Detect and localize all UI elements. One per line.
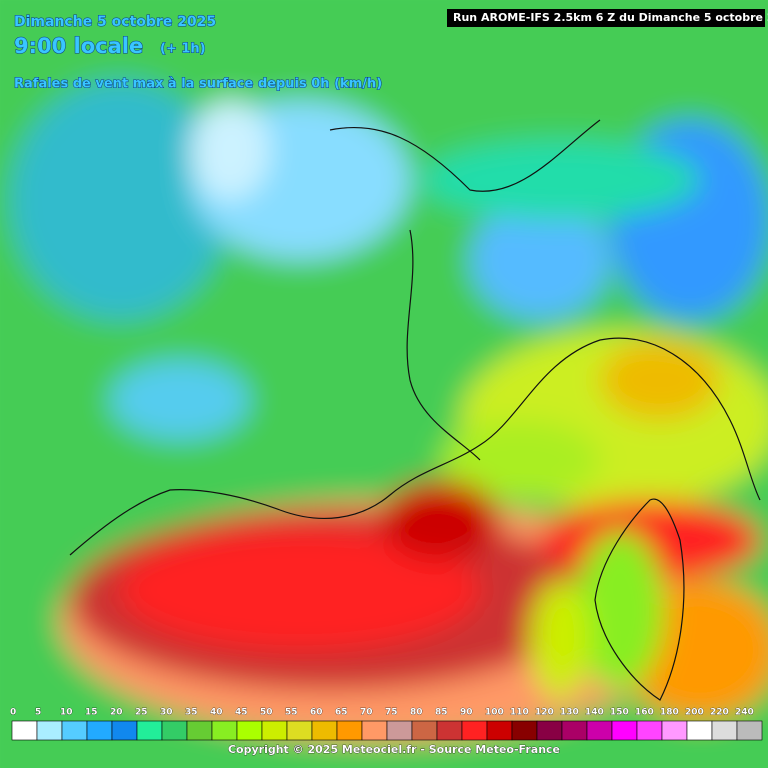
legend-label: 150: [610, 708, 629, 718]
legend-label: 35: [185, 708, 198, 718]
legend-swatch: [686, 720, 713, 741]
run-label-bg: [447, 9, 765, 27]
legend-label: 80: [410, 708, 423, 718]
legend-swatch: [611, 720, 638, 741]
legend-label: 50: [260, 708, 273, 718]
legend-label: 130: [560, 708, 579, 718]
legend-swatch: [311, 720, 338, 741]
legend-label: 0: [10, 708, 16, 718]
legend-swatch: [336, 720, 363, 741]
legend-label: 70: [360, 708, 373, 718]
legend-swatch: [736, 720, 763, 741]
coastline: [69, 119, 761, 701]
legend-swatch: [286, 720, 313, 741]
legend-label: 20: [110, 708, 123, 718]
map-date: Dimanche 5 octobre 2025: [14, 14, 216, 30]
map-time: 9:00 locale: [14, 34, 143, 58]
legend-swatch: [236, 720, 263, 741]
legend-swatch: [661, 720, 688, 741]
legend-label: 40: [210, 708, 223, 718]
legend-label: 240: [735, 708, 754, 718]
legend-label: 180: [660, 708, 679, 718]
legend-label: 5: [35, 708, 41, 718]
legend-swatch: [61, 720, 88, 741]
legend-label: 60: [310, 708, 323, 718]
legend-label: 140: [585, 708, 604, 718]
legend-label: 200: [685, 708, 704, 718]
legend-swatch: [386, 720, 413, 741]
legend-label: 15: [85, 708, 98, 718]
legend-swatch: [536, 720, 563, 741]
legend-swatch: [561, 720, 588, 741]
legend-label: 65: [335, 708, 348, 718]
run-label: Run AROME-IFS 2.5km 6 Z du Dimanche 5 oc…: [453, 11, 768, 24]
legend-label: 110: [510, 708, 529, 718]
legend-label: 120: [535, 708, 554, 718]
map-subtitle: Rafales de vent max à la surface depuis …: [14, 77, 382, 92]
legend-label: 220: [710, 708, 729, 718]
legend-label: 90: [460, 708, 473, 718]
legend-label: 160: [635, 708, 654, 718]
legend-swatch: [136, 720, 163, 741]
legend-swatch: [461, 720, 488, 741]
legend-swatch: [11, 720, 38, 741]
legend-label: 100: [485, 708, 504, 718]
legend-swatch: [711, 720, 738, 741]
legend-swatch: [186, 720, 213, 741]
legend-label: 30: [160, 708, 173, 718]
legend-swatch: [586, 720, 613, 741]
legend-swatch: [486, 720, 513, 741]
legend-label: 55: [285, 708, 298, 718]
legend-label: 25: [135, 708, 148, 718]
legend-swatch: [511, 720, 538, 741]
legend-swatch: [161, 720, 188, 741]
legend-label: 45: [235, 708, 248, 718]
legend-swatch: [361, 720, 388, 741]
copyright: Copyright © 2025 Meteociel.fr - Source M…: [228, 743, 560, 756]
legend-swatch: [411, 720, 438, 741]
legend-label: 10: [60, 708, 73, 718]
legend-swatch: [211, 720, 238, 741]
legend-label: 85: [435, 708, 448, 718]
legend-label: 75: [385, 708, 398, 718]
legend-swatch: [436, 720, 463, 741]
legend: 0 5 10 15 20 25 30 35 40 45 50 55 60 65 70 75 80 85 90 100 1…: [10, 707, 763, 741]
legend-swatch: [636, 720, 663, 741]
map-offset: (+ 1h): [160, 42, 206, 57]
legend-swatch: [111, 720, 138, 741]
legend-swatch: [86, 720, 113, 741]
legend-swatch: [36, 720, 63, 741]
legend-swatch: [261, 720, 288, 741]
